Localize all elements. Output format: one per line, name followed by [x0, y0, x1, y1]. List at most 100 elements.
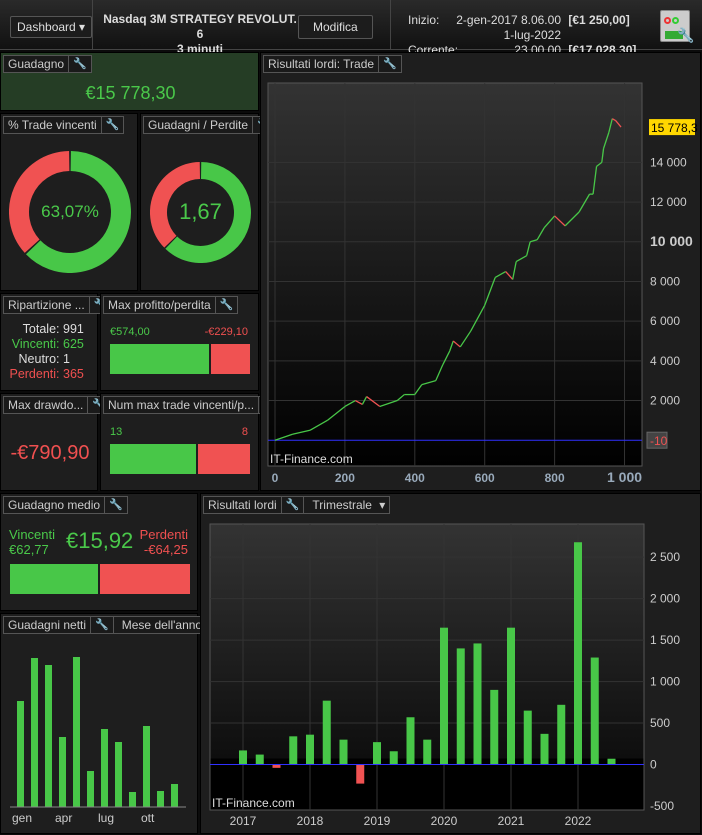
wrench-icon[interactable]: 🔧 [219, 299, 234, 311]
gain-value: €15 778,30 [85, 83, 176, 103]
dashboard-dropdown[interactable]: Dashboard ▾ [10, 16, 93, 38]
y-tick-label: 1 500 [650, 633, 680, 647]
equity-segment [515, 255, 527, 263]
settings-report-icon[interactable]: 🔧 [660, 10, 694, 43]
modify-button[interactable]: Modifica [298, 15, 373, 39]
loss-label: Perdenti [139, 527, 188, 542]
quarter-bar [590, 657, 599, 765]
month-bar [17, 701, 24, 807]
wrench-icon[interactable]: 🔧 [109, 499, 123, 511]
gain-loss-value: 1,67 [179, 199, 222, 224]
y-tick-label: -500 [650, 799, 674, 813]
quarter-bar [557, 704, 566, 765]
quarterly-chart: 2017 2018 2019 2020 2021 2022 -500 0 500 1 000 1 5… [209, 523, 680, 828]
profit-bar [110, 344, 209, 374]
average-gain-panel: Guadagno medio 🔧 Vincenti €62,77 €15,92 Pe… [0, 493, 198, 611]
strategy-name: Nasdaq 3M STRATEGY REVOLUT. 6 [103, 12, 297, 41]
quarter-bar [473, 643, 482, 765]
quarter-bar [423, 739, 432, 765]
wrench-icon[interactable]: 🔧 [383, 58, 397, 70]
quarter-bar [339, 739, 348, 765]
quarter-bar [406, 717, 415, 765]
wrench-icon[interactable]: 🔧 [282, 497, 305, 513]
panel-title: Risultati lordi [204, 497, 282, 513]
x-tick-label: 200 [335, 471, 355, 485]
equity-segment [344, 399, 356, 408]
equity-segment [543, 215, 556, 229]
equity-segment [414, 384, 423, 395]
quarter-bar [255, 754, 264, 765]
win-percentage-panel: % Trade vincenti 🔧 63,07% [0, 113, 138, 291]
period-dropdown[interactable]: Trimestrale ▾ [312, 498, 386, 512]
equity-segment [379, 399, 398, 408]
equity-segment [608, 118, 613, 133]
equity-segment [449, 340, 454, 352]
watermark: IT-Finance.com [212, 796, 295, 810]
equity-segment [529, 239, 538, 243]
watermark: IT-Finance.com [270, 452, 353, 466]
losses-bar [198, 444, 250, 474]
divider [390, 0, 391, 50]
equity-segment [578, 193, 591, 213]
max-streak-panel: Num max trade vincenti/p...🔧 13 8 [100, 393, 282, 491]
win-label: Vincenti [9, 527, 56, 542]
month-bar [59, 737, 66, 807]
quarter-bar [540, 733, 549, 765]
month-bar [171, 784, 178, 807]
equity-segment [512, 261, 517, 280]
x-tick-label: 2019 [364, 814, 391, 828]
x-tick-label: gen [12, 811, 32, 825]
y-tick-label: 10 000 [650, 233, 693, 249]
gain-loss-donut [150, 162, 251, 263]
wrench-icon[interactable]: 🔧 [91, 617, 114, 633]
quarter-bar [239, 750, 247, 765]
equity-segment [327, 405, 346, 421]
last-value-badge [649, 119, 695, 136]
y-tick-label: 12 000 [650, 195, 687, 209]
quarter-bar [523, 710, 532, 765]
wins-bar [110, 444, 196, 474]
y-tick-label: 4 000 [650, 354, 680, 368]
donut-red-segment [9, 151, 70, 253]
win-bar [10, 564, 98, 594]
win-percentage-donut [9, 151, 131, 273]
month-bar [87, 771, 94, 807]
month-bar [115, 742, 122, 807]
month-bar [73, 657, 80, 807]
y-tick-label: 2 000 [650, 592, 680, 606]
panel-header: Guadagno 🔧 [3, 55, 92, 73]
equity-segment [554, 215, 566, 227]
panel-title: Guadagni / Perdite [144, 117, 254, 133]
x-tick-label: 2017 [230, 814, 257, 828]
wrench-icon[interactable]: 🔧 [105, 119, 120, 131]
x-tick-label: 1 000 [607, 469, 642, 485]
month-bar [101, 729, 108, 807]
equity-segment [292, 429, 311, 435]
panel-title: Max drawdo... [4, 397, 89, 413]
x-tick-label: 2018 [297, 814, 324, 828]
max-profit-value: €574,00 [110, 326, 150, 338]
quarter-bar [440, 627, 448, 765]
loss-bar [100, 564, 190, 594]
equity-segment [602, 132, 610, 149]
equity-segment [564, 211, 580, 227]
win-percentage-value: 63,07% [41, 202, 99, 221]
wrench-icon[interactable]: 🔧 [73, 58, 87, 70]
loss-bar [211, 344, 250, 374]
breakdown-row-wins: Vincenti: 625 [11, 337, 84, 351]
quarter-bar [306, 734, 314, 765]
month-bar [31, 658, 38, 807]
gain-loss-panel: Guadagni / Perdite🔧 1,67 [140, 113, 276, 291]
breakdown-row-neutral: Neutro: 1 [18, 352, 70, 366]
max-profit-loss-panel: Max profitto/perdita 🔧 €574,00 -€229,10 [100, 293, 259, 391]
top-bar: Dashboard ▾ Nasdaq 3M STRATEGY REVOLUT. … [0, 0, 702, 57]
y-tick-label: 8 000 [650, 274, 680, 288]
breakdown-row-total: Totale: 991 [22, 322, 84, 336]
equity-segment [611, 118, 617, 122]
equity-segment [442, 350, 451, 366]
max-loss-value: -€229,10 [204, 326, 248, 338]
quarter-bar [272, 764, 281, 768]
quarter-bar [607, 758, 616, 765]
donut-green-segment [165, 162, 251, 263]
zero-badge [646, 431, 668, 449]
